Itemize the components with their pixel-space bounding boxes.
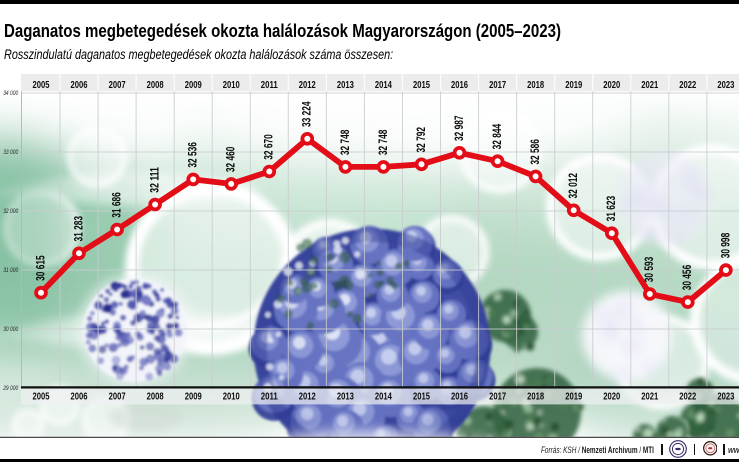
svg-text:32 844: 32 844 (490, 124, 504, 150)
svg-text:32 536: 32 536 (186, 142, 200, 168)
svg-text:2018: 2018 (527, 80, 544, 91)
svg-text:32 460: 32 460 (224, 146, 238, 172)
svg-text:2007: 2007 (109, 80, 126, 91)
svg-text:2017: 2017 (489, 80, 506, 91)
svg-text:2019: 2019 (565, 391, 582, 402)
svg-text:2009: 2009 (185, 80, 202, 91)
svg-text:31 283: 31 283 (72, 216, 86, 242)
svg-text:2016: 2016 (451, 391, 468, 402)
svg-text:30 000: 30 000 (3, 326, 18, 333)
svg-text:2018: 2018 (527, 391, 544, 402)
svg-text:2011: 2011 (261, 391, 278, 402)
svg-text:2014: 2014 (375, 391, 392, 402)
svg-text:2014: 2014 (375, 80, 392, 91)
svg-text:2021: 2021 (641, 80, 658, 91)
svg-text:2023: 2023 (717, 391, 734, 402)
svg-text:2011: 2011 (261, 80, 278, 91)
svg-text:2006: 2006 (71, 80, 88, 91)
svg-text:2015: 2015 (413, 391, 430, 402)
svg-text:32 670: 32 670 (262, 134, 276, 160)
svg-text:33 224: 33 224 (300, 101, 314, 127)
svg-text:2005: 2005 (33, 80, 50, 91)
svg-text:2012: 2012 (299, 391, 316, 402)
svg-text:2017: 2017 (489, 391, 506, 402)
svg-text:2009: 2009 (185, 391, 202, 402)
svg-text:2016: 2016 (451, 80, 468, 91)
svg-text:2021: 2021 (641, 391, 658, 402)
svg-text:32 111: 32 111 (148, 167, 162, 193)
svg-text:31 000: 31 000 (3, 267, 18, 274)
svg-text:2007: 2007 (109, 391, 126, 402)
svg-text:2013: 2013 (337, 391, 354, 402)
svg-text:32 012: 32 012 (566, 173, 580, 199)
svg-text:31 686: 31 686 (110, 192, 124, 218)
svg-text:2019: 2019 (565, 80, 582, 91)
svg-text:32 748: 32 748 (376, 129, 390, 155)
svg-text:2022: 2022 (679, 80, 696, 91)
svg-text:2022: 2022 (679, 391, 696, 402)
svg-text:2008: 2008 (147, 80, 164, 91)
svg-text:30 456: 30 456 (680, 265, 694, 291)
svg-text:2008: 2008 (147, 391, 164, 402)
svg-text:32 000: 32 000 (3, 208, 18, 215)
svg-text:29 000: 29 000 (2, 385, 18, 392)
svg-text:33 000: 33 000 (3, 149, 18, 156)
svg-text:31 623: 31 623 (604, 196, 618, 222)
svg-text:32 792: 32 792 (414, 127, 428, 153)
svg-text:2010: 2010 (223, 80, 240, 91)
svg-text:34 000: 34 000 (3, 90, 18, 97)
svg-text:32 987: 32 987 (452, 115, 466, 141)
svg-text:2020: 2020 (603, 80, 620, 91)
svg-text:32 748: 32 748 (338, 129, 352, 155)
svg-text:2006: 2006 (71, 391, 88, 402)
svg-text:30 615: 30 615 (33, 255, 47, 281)
svg-text:2012: 2012 (299, 80, 316, 91)
svg-text:2020: 2020 (603, 391, 620, 402)
svg-text:2015: 2015 (413, 80, 430, 91)
svg-text:2010: 2010 (223, 391, 240, 402)
svg-text:30 593: 30 593 (642, 256, 656, 282)
svg-text:2005: 2005 (33, 391, 50, 402)
svg-text:2013: 2013 (337, 80, 354, 91)
svg-text:32 586: 32 586 (528, 139, 542, 165)
svg-text:2023: 2023 (717, 80, 734, 91)
svg-text:30 998: 30 998 (718, 233, 732, 259)
